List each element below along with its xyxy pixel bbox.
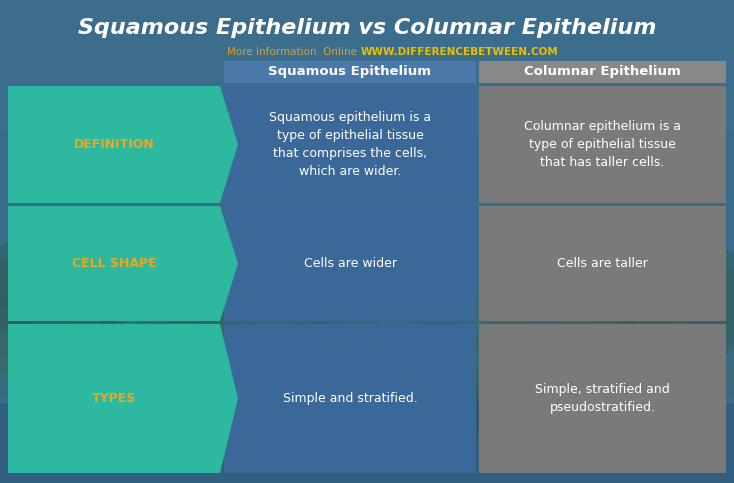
Ellipse shape — [117, 386, 218, 439]
Text: CELL SHAPE: CELL SHAPE — [72, 257, 156, 270]
Bar — [479, 61, 726, 83]
Ellipse shape — [352, 339, 415, 387]
Ellipse shape — [608, 255, 734, 365]
Bar — [0, 403, 734, 483]
Text: Squamous epithelium is a
type of epithelial tissue
that comprises the cells,
whi: Squamous epithelium is a type of epithel… — [269, 111, 431, 178]
Ellipse shape — [0, 257, 139, 313]
Ellipse shape — [0, 328, 84, 359]
Ellipse shape — [106, 319, 228, 401]
Ellipse shape — [194, 246, 356, 334]
Bar — [479, 324, 726, 473]
Ellipse shape — [37, 332, 175, 376]
Ellipse shape — [618, 241, 734, 355]
Ellipse shape — [163, 318, 283, 381]
Ellipse shape — [303, 346, 499, 448]
Bar — [0, 0, 734, 133]
Ellipse shape — [0, 294, 75, 374]
Text: TYPES: TYPES — [92, 392, 136, 405]
Ellipse shape — [557, 295, 628, 332]
Ellipse shape — [57, 298, 122, 410]
Ellipse shape — [581, 313, 687, 358]
Text: Simple and stratified.: Simple and stratified. — [283, 392, 418, 405]
Text: Squamous Epithelium vs Columnar Epithelium: Squamous Epithelium vs Columnar Epitheli… — [78, 18, 656, 38]
Bar — [224, 324, 476, 473]
Text: Columnar epithelium is a
type of epithelial tissue
that has taller cells.: Columnar epithelium is a type of epithel… — [524, 120, 681, 169]
Text: WWW.DIFFERENCEBETWEEN.COM: WWW.DIFFERENCEBETWEEN.COM — [361, 47, 559, 57]
Ellipse shape — [613, 308, 689, 405]
Ellipse shape — [148, 332, 309, 423]
Ellipse shape — [568, 366, 654, 421]
Text: DEFINITION: DEFINITION — [73, 138, 154, 151]
Ellipse shape — [440, 345, 574, 384]
Ellipse shape — [167, 295, 246, 399]
Text: More Information  Online: More Information Online — [227, 47, 357, 57]
Ellipse shape — [0, 260, 84, 358]
Ellipse shape — [511, 388, 621, 437]
Ellipse shape — [410, 265, 473, 383]
Ellipse shape — [343, 288, 419, 377]
Bar — [8, 324, 220, 473]
Ellipse shape — [0, 353, 103, 398]
Ellipse shape — [0, 238, 145, 342]
Ellipse shape — [462, 290, 526, 364]
Ellipse shape — [399, 369, 500, 438]
Ellipse shape — [197, 351, 374, 419]
Polygon shape — [220, 324, 238, 473]
Polygon shape — [220, 86, 238, 203]
Ellipse shape — [159, 369, 260, 429]
Text: Simple, stratified and
pseudostratified.: Simple, stratified and pseudostratified. — [535, 383, 670, 414]
Bar — [224, 86, 476, 203]
Ellipse shape — [81, 346, 148, 456]
Ellipse shape — [468, 275, 597, 352]
Bar — [224, 61, 476, 83]
Ellipse shape — [184, 350, 316, 433]
Text: Columnar Epithelium: Columnar Epithelium — [524, 66, 681, 79]
Bar — [8, 206, 220, 321]
Ellipse shape — [608, 338, 725, 438]
Ellipse shape — [32, 363, 98, 428]
Ellipse shape — [474, 305, 642, 384]
Ellipse shape — [21, 344, 155, 394]
Ellipse shape — [218, 309, 321, 371]
Ellipse shape — [30, 299, 102, 340]
Bar — [479, 86, 726, 203]
Bar — [224, 206, 476, 321]
Ellipse shape — [324, 360, 428, 400]
Text: Cells are wider: Cells are wider — [303, 257, 396, 270]
Ellipse shape — [145, 372, 302, 447]
Text: Squamous Epithelium: Squamous Epithelium — [269, 66, 432, 79]
Ellipse shape — [364, 337, 413, 421]
Ellipse shape — [0, 330, 46, 373]
Ellipse shape — [291, 272, 379, 354]
Ellipse shape — [661, 354, 734, 402]
Ellipse shape — [624, 314, 698, 365]
Bar — [8, 86, 220, 203]
Polygon shape — [220, 206, 238, 321]
Text: Cells are taller: Cells are taller — [557, 257, 648, 270]
Bar — [479, 206, 726, 321]
Ellipse shape — [128, 305, 250, 369]
Ellipse shape — [138, 289, 241, 371]
Ellipse shape — [363, 390, 507, 443]
Ellipse shape — [498, 355, 683, 439]
